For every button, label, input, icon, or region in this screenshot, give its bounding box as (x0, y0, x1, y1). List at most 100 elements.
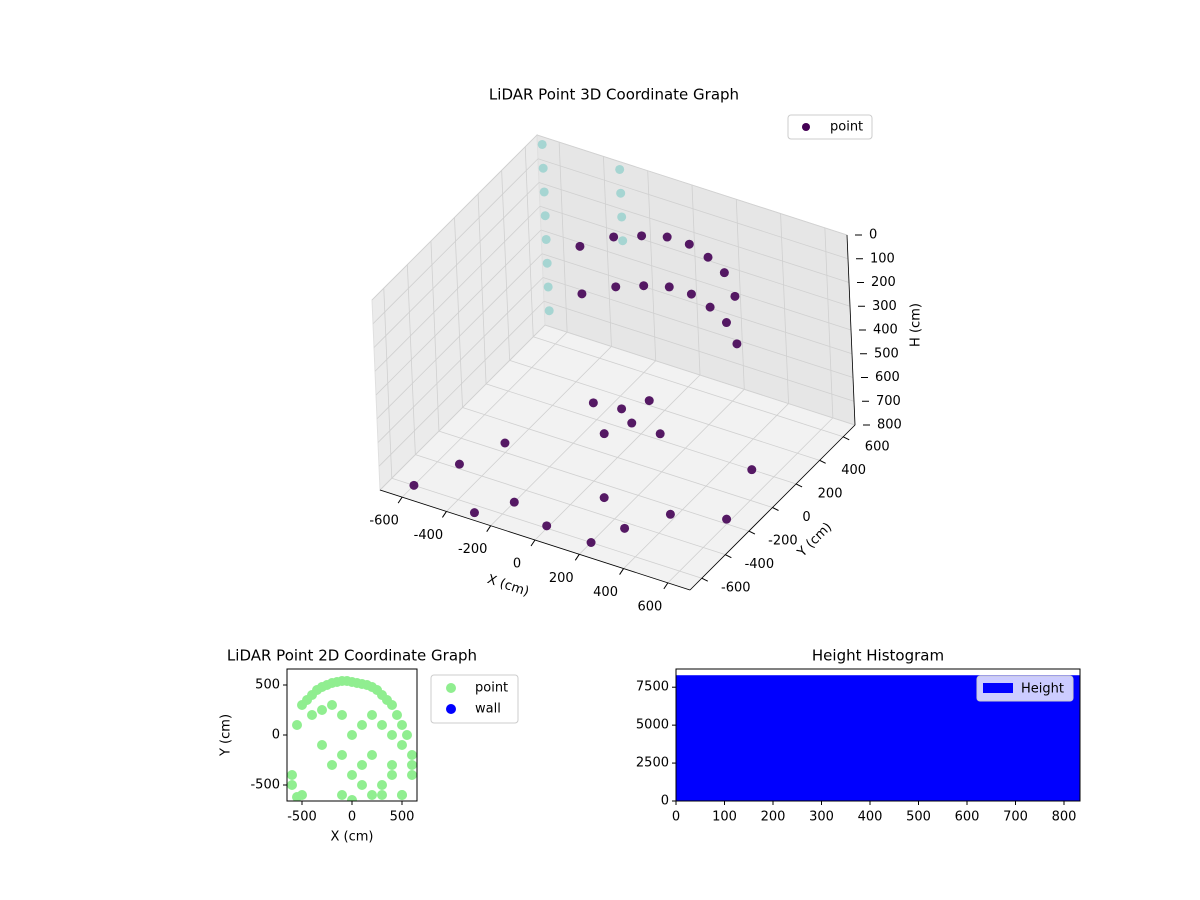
legend-marker (983, 683, 1013, 693)
point (367, 750, 377, 760)
y-tick (701, 577, 709, 582)
point (541, 234, 551, 244)
y-tick (748, 530, 756, 535)
point (387, 770, 397, 780)
x-tick-label: -600 (369, 514, 399, 529)
chart-title: Height Histogram (812, 647, 944, 665)
grid-line (541, 253, 853, 355)
point (387, 730, 397, 740)
x-tick-label: -400 (414, 528, 444, 543)
point (409, 480, 419, 490)
y-tick-label: -600 (721, 581, 751, 596)
grid-line (372, 158, 539, 325)
legend-box (787, 114, 873, 140)
z-tick-label: 0 (869, 228, 877, 243)
z-tick-label: 800 (877, 418, 902, 433)
x-axis-label: X (cm) (331, 830, 374, 845)
point (387, 700, 397, 710)
x-tick-label: 0 (513, 557, 521, 572)
x-tick-label: 0 (348, 810, 356, 825)
point (387, 760, 397, 770)
point (377, 720, 387, 730)
point (543, 282, 553, 292)
point (469, 508, 479, 518)
point (397, 720, 407, 730)
point (357, 720, 367, 730)
point (599, 429, 609, 439)
y-tick-label: 2500 (636, 756, 669, 771)
point (347, 795, 357, 801)
grid-line (438, 430, 750, 532)
grid-line (509, 359, 820, 461)
point (287, 780, 297, 790)
point (367, 790, 377, 800)
point (644, 396, 654, 406)
grid-line (540, 229, 852, 331)
point (544, 306, 554, 316)
point (665, 509, 675, 519)
grid-line (378, 300, 545, 467)
point (392, 710, 402, 720)
grid-line (379, 324, 546, 491)
axis-line (689, 424, 856, 591)
y-tick-label: 0 (661, 794, 669, 809)
point (599, 493, 609, 503)
x-tick (397, 496, 403, 504)
grid-line (543, 300, 855, 402)
grid-line (485, 383, 797, 485)
x-tick-label: 800 (1052, 810, 1077, 825)
y-tick-label: 0 (802, 510, 810, 525)
y-tick-label: 500 (255, 678, 280, 693)
legend-label: Height (1021, 682, 1064, 697)
point (500, 438, 510, 448)
z-tick-label: 300 (872, 299, 897, 314)
y-tick (725, 554, 732, 559)
legend-label: wall (475, 702, 501, 717)
legend-marker (446, 683, 456, 693)
x-tick-label: 700 (1003, 810, 1028, 825)
point (721, 318, 731, 328)
axis-line (379, 489, 691, 591)
chart-title: LiDAR Point 2D Coordinate Graph (227, 647, 477, 665)
y-tick (772, 507, 779, 511)
point (627, 418, 637, 428)
y-tick (842, 436, 850, 441)
point (287, 770, 297, 780)
grid-line (374, 205, 541, 372)
x-tick-label: 0 (672, 810, 680, 825)
legend-marker (446, 704, 456, 714)
x-tick (663, 582, 669, 590)
legend-box (976, 675, 1074, 702)
z-axis-label: H (cm) (909, 303, 924, 347)
point (686, 289, 696, 299)
point (575, 241, 585, 251)
x-tick (619, 568, 624, 575)
grid-line (462, 407, 773, 508)
grid-line (544, 324, 856, 426)
grid-line (537, 158, 849, 260)
point (327, 760, 337, 770)
point (655, 429, 665, 439)
point (539, 187, 549, 197)
point (730, 291, 740, 301)
point (537, 139, 547, 149)
point (538, 163, 548, 173)
point (719, 268, 729, 278)
point (611, 282, 621, 292)
z-tick-label: 200 (871, 275, 896, 290)
point (402, 730, 412, 740)
point (454, 459, 464, 469)
point (397, 790, 407, 800)
z-tick-label: 700 (876, 394, 901, 409)
x-tick-label: 500 (390, 810, 415, 825)
point (620, 523, 630, 533)
point (637, 231, 647, 241)
legend-label: point (830, 120, 863, 135)
point (662, 232, 672, 242)
point (609, 232, 619, 242)
y-tick (795, 483, 803, 488)
x-tick-label: 200 (761, 810, 786, 825)
point (397, 740, 407, 750)
grid-line (376, 253, 543, 420)
point (347, 770, 357, 780)
